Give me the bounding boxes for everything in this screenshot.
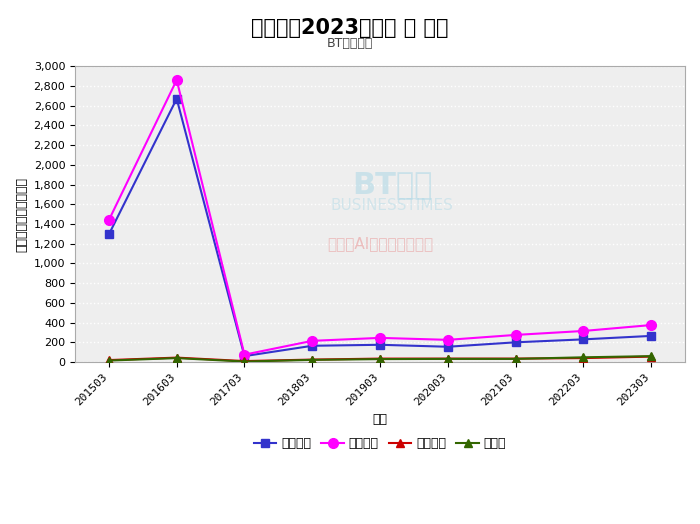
净利润 [172,355,181,361]
净利润 [512,356,520,362]
Text: BT财经绘制: BT财经绘制 [327,37,373,50]
Line: 营业收入: 营业收入 [104,75,656,359]
营业利润 [240,358,248,364]
营业利润 [376,355,384,362]
营业收入 [308,337,316,344]
营业利润 [172,354,181,361]
Y-axis label: 数额（人民币百万元）: 数额（人民币百万元） [15,177,28,252]
Text: 黄山胶囊2023三季报 － 利润: 黄山胶囊2023三季报 － 利润 [251,18,449,38]
营业收入 [512,332,520,338]
净利润 [647,353,655,359]
营业收入 [647,322,655,328]
营业成本 [105,231,113,237]
Legend: 营业成本, 营业收入, 营业利润, 净利润: 营业成本, 营业收入, 营业利润, 净利润 [250,433,510,454]
营业利润 [308,356,316,363]
Text: BUSINESSTIMES: BUSINESSTIMES [331,198,454,213]
X-axis label: 项目: 项目 [372,413,388,426]
营业利润 [105,357,113,363]
营业收入 [579,328,587,334]
Text: BT财经: BT财经 [352,170,433,199]
营业利润 [444,355,452,362]
营业成本 [172,95,181,102]
净利润 [444,356,452,362]
营业利润 [512,355,520,362]
Line: 营业成本: 营业成本 [105,94,655,361]
营业成本 [308,343,316,349]
营业收入 [444,337,452,343]
营业收入 [376,335,384,341]
营业收入 [172,77,181,83]
营业利润 [579,355,587,361]
Text: 内容由AI生成，仅供参考: 内容由AI生成，仅供参考 [327,236,433,251]
净利润 [240,358,248,365]
营业收入 [105,217,113,223]
营业成本 [376,342,384,348]
净利润 [105,357,113,364]
营业收入 [240,352,248,358]
营业成本 [647,333,655,339]
净利润 [376,356,384,362]
净利润 [579,354,587,361]
净利润 [308,357,316,363]
Line: 营业利润: 营业利润 [105,353,655,365]
Line: 净利润: 净利润 [105,352,655,366]
营业成本 [444,344,452,350]
营业成本 [512,339,520,345]
营业利润 [647,354,655,360]
营业成本 [240,353,248,359]
营业成本 [579,336,587,343]
